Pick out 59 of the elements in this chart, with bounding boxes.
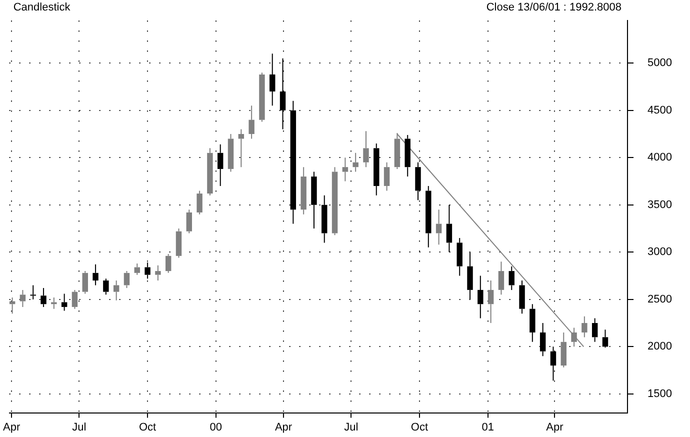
- candlestick: [248, 105, 254, 140]
- candlestick: [478, 275, 484, 319]
- x-tick-label: Oct: [138, 421, 156, 434]
- candlestick: [426, 185, 432, 248]
- candlestick: [498, 261, 504, 296]
- candlestick: [436, 209, 442, 246]
- candlestick: [113, 280, 120, 301]
- candlestick: [560, 332, 566, 368]
- y-tick-label: 2500: [648, 293, 672, 306]
- chart-title: Candlestick: [13, 2, 71, 14]
- candlestick: [51, 297, 57, 310]
- x-tick-label: Jul: [72, 421, 86, 434]
- candlestick: [165, 254, 172, 274]
- candlestick: [384, 162, 390, 192]
- y-tick-label: 1500: [648, 388, 672, 400]
- text: Close 13/06/01 : 1992.8008: [486, 2, 622, 14]
- candlestick: [582, 316, 588, 338]
- candlestick: [592, 318, 598, 342]
- y-tick-label: 5000: [648, 57, 672, 70]
- candlestick: [332, 166, 338, 236]
- candlestick: [363, 130, 369, 168]
- candlestick: [508, 266, 514, 290]
- candlestick: [404, 134, 410, 178]
- x-tick-label: Apr: [546, 421, 564, 434]
- candlestick: [82, 270, 88, 294]
- x-tick-label: 00: [210, 421, 222, 434]
- candlestick: [155, 264, 161, 281]
- x-tick-label: Jul: [344, 421, 358, 434]
- candlestick: [259, 72, 265, 122]
- candlestick: [72, 289, 78, 310]
- candlestick: [186, 209, 192, 234]
- candlestick: [228, 134, 234, 172]
- x-tick-label: Apr: [274, 421, 292, 434]
- candlestick: [196, 190, 202, 215]
- candlestick: [238, 128, 244, 168]
- y-tick-label: 2000: [648, 340, 672, 353]
- x-tick-label: Oct: [410, 421, 428, 434]
- candlestick: [352, 152, 358, 172]
- candlestick: [456, 237, 462, 276]
- candlestick: [124, 270, 130, 289]
- y-tick-label: 3000: [648, 246, 672, 258]
- candlestick: [488, 280, 494, 324]
- candlestick: [342, 157, 348, 182]
- candlestick: [519, 280, 525, 314]
- candlestick: [30, 284, 36, 300]
- candlestick: [207, 148, 213, 196]
- x-tick-label: 01: [482, 421, 494, 434]
- candlestick: [300, 166, 306, 215]
- candlestick: [92, 264, 98, 286]
- y-tick-label: 4500: [648, 104, 672, 116]
- x-tick-label: Apr: [3, 421, 20, 434]
- y-tick-label: 4000: [648, 152, 672, 164]
- candlestick: [134, 262, 140, 276]
- candlestick: [530, 304, 536, 342]
- candlestick: [103, 278, 109, 296]
- candlestick: [20, 289, 26, 308]
- candlestick: [176, 228, 182, 258]
- y-tick-label: 3500: [648, 198, 672, 211]
- candlestick: [61, 293, 68, 312]
